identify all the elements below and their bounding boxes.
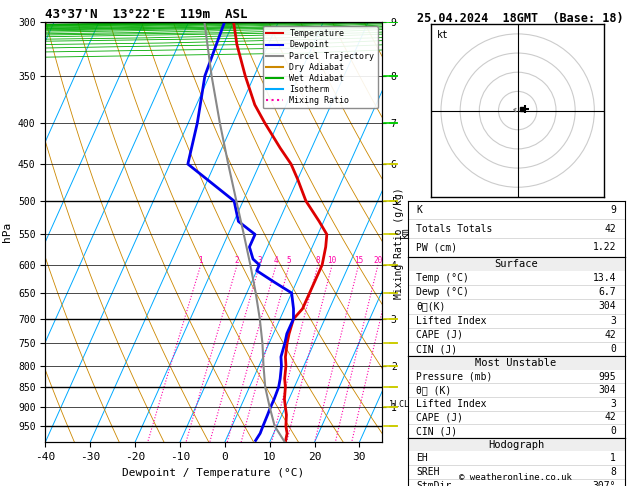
Bar bbox=[408, 438, 625, 451]
Text: Mixing Ratio (g/kg): Mixing Ratio (g/kg) bbox=[394, 187, 404, 299]
Text: 42: 42 bbox=[604, 330, 616, 340]
Text: 8: 8 bbox=[610, 467, 616, 477]
Text: Pressure (mb): Pressure (mb) bbox=[416, 372, 493, 382]
Text: 20: 20 bbox=[374, 256, 382, 265]
Text: Totals Totals: Totals Totals bbox=[416, 224, 493, 234]
Text: 6.7: 6.7 bbox=[598, 287, 616, 297]
Text: CAPE (J): CAPE (J) bbox=[416, 413, 464, 422]
Text: 42: 42 bbox=[604, 413, 616, 422]
Text: Dewp (°C): Dewp (°C) bbox=[416, 287, 469, 297]
Text: CIN (J): CIN (J) bbox=[416, 344, 457, 354]
Text: 43°37'N  13°22'E  119m  ASL: 43°37'N 13°22'E 119m ASL bbox=[45, 8, 248, 21]
Text: θᴄ (K): θᴄ (K) bbox=[416, 385, 452, 395]
Text: 1: 1 bbox=[198, 256, 203, 265]
Text: PW (cm): PW (cm) bbox=[416, 243, 457, 252]
Text: Lifted Index: Lifted Index bbox=[416, 315, 487, 326]
Text: 0: 0 bbox=[610, 344, 616, 354]
Text: Temp (°C): Temp (°C) bbox=[416, 273, 469, 283]
Text: 4: 4 bbox=[274, 256, 279, 265]
Text: CIN (J): CIN (J) bbox=[416, 426, 457, 436]
Text: 25.04.2024  18GMT  (Base: 18): 25.04.2024 18GMT (Base: 18) bbox=[418, 12, 624, 25]
Text: 304: 304 bbox=[598, 385, 616, 395]
Text: CAPE (J): CAPE (J) bbox=[416, 330, 464, 340]
Text: 9: 9 bbox=[610, 205, 616, 215]
Text: 995: 995 bbox=[598, 372, 616, 382]
Text: 2: 2 bbox=[235, 256, 240, 265]
Text: EH: EH bbox=[416, 453, 428, 463]
Text: 0: 0 bbox=[610, 426, 616, 436]
Text: 10: 10 bbox=[328, 256, 337, 265]
Text: 3: 3 bbox=[610, 399, 616, 409]
Text: 13.4: 13.4 bbox=[593, 273, 616, 283]
Text: 42: 42 bbox=[604, 224, 616, 234]
Text: Most Unstable: Most Unstable bbox=[476, 358, 557, 368]
Text: © weatheronline.co.uk: © weatheronline.co.uk bbox=[459, 473, 572, 482]
Text: Hodograph: Hodograph bbox=[488, 440, 544, 450]
Text: 304: 304 bbox=[598, 301, 616, 312]
Text: 1LCL: 1LCL bbox=[389, 400, 408, 409]
Text: 8: 8 bbox=[316, 256, 320, 265]
Text: 5: 5 bbox=[287, 256, 292, 265]
Text: kt: kt bbox=[437, 30, 449, 40]
Text: 307°: 307° bbox=[593, 481, 616, 486]
Text: StmDir: StmDir bbox=[416, 481, 452, 486]
Text: 1.22: 1.22 bbox=[593, 243, 616, 252]
Y-axis label: hPa: hPa bbox=[3, 222, 13, 242]
Text: SREH: SREH bbox=[416, 467, 440, 477]
Text: 3: 3 bbox=[610, 315, 616, 326]
Legend: Temperature, Dewpoint, Parcel Trajectory, Dry Adiabat, Wet Adiabat, Isotherm, Mi: Temperature, Dewpoint, Parcel Trajectory… bbox=[263, 26, 377, 108]
Text: 15: 15 bbox=[354, 256, 363, 265]
Text: K: K bbox=[416, 205, 422, 215]
Text: θᴄ(K): θᴄ(K) bbox=[416, 301, 446, 312]
Text: Lifted Index: Lifted Index bbox=[416, 399, 487, 409]
Bar bbox=[408, 356, 625, 370]
X-axis label: Dewpoint / Temperature (°C): Dewpoint / Temperature (°C) bbox=[123, 468, 304, 478]
Text: 3: 3 bbox=[257, 256, 262, 265]
Y-axis label: km
ASL: km ASL bbox=[399, 223, 421, 241]
Text: Surface: Surface bbox=[494, 259, 538, 269]
Text: 1: 1 bbox=[610, 453, 616, 463]
Bar bbox=[408, 257, 625, 271]
